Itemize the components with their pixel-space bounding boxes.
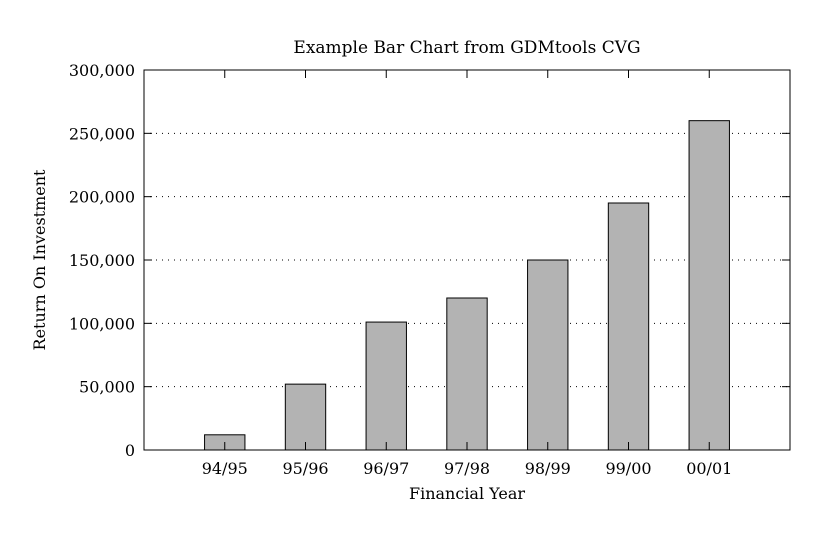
y-tick-label: 50,000 <box>79 378 135 397</box>
bar-98-99 <box>527 259 569 451</box>
y-tick-label: 150,000 <box>69 251 135 270</box>
bar-00-01 <box>688 120 730 451</box>
y-axis-label: Return On Investment <box>30 169 49 351</box>
x-tick-label: 97/98 <box>444 459 490 478</box>
x-tick-label: 00/01 <box>686 459 732 478</box>
x-tick-label: 99/00 <box>605 459 651 478</box>
x-tick-label: 96/97 <box>363 459 409 478</box>
y-tick-label: 250,000 <box>69 124 135 143</box>
bar-99-00 <box>607 202 650 451</box>
x-tick-label: 98/99 <box>525 459 571 478</box>
axis-ticks <box>144 69 790 451</box>
x-tick-label: 95/96 <box>282 459 328 478</box>
bars <box>204 120 730 451</box>
bar-95-96 <box>284 383 327 451</box>
y-tick-labels: 0 50,000 100,000 150,000 200,000 250,000 300,0… <box>69 61 135 460</box>
x-tick-labels: 94/95 95/96 96/97 97/98 98/99 99/00 00/01 <box>202 459 733 478</box>
bar-96-97 <box>365 321 407 451</box>
x-tick-label: 94/95 <box>202 459 248 478</box>
bar-97-98 <box>446 297 488 451</box>
y-tick-label: 200,000 <box>69 188 135 207</box>
y-tick-label: 0 <box>125 441 135 460</box>
y-tick-label: 300,000 <box>69 61 135 80</box>
x-axis-label: Financial Year <box>409 484 525 503</box>
y-tick-label: 100,000 <box>69 314 135 333</box>
chart-title: Example Bar Chart from GDMtools CVG <box>293 38 640 58</box>
